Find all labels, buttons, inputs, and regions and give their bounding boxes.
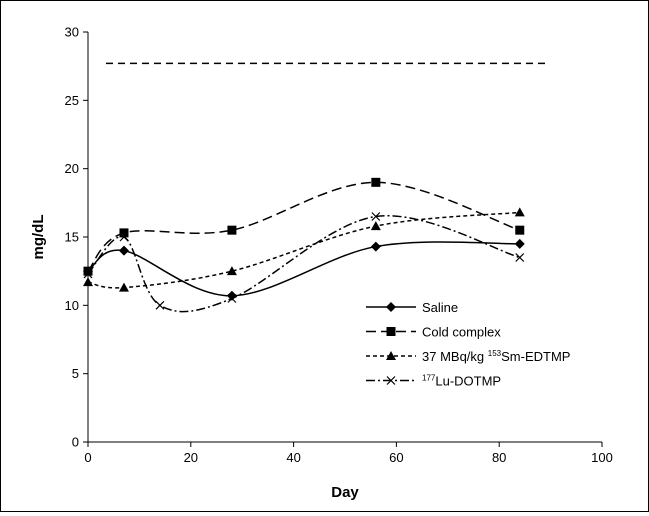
- data-point: [371, 212, 381, 221]
- y-tick-label: 25: [65, 93, 79, 108]
- series-group: [83, 177, 525, 313]
- data-point: [515, 225, 525, 235]
- series-line: [87, 211, 520, 289]
- y-tick-label: 0: [72, 435, 79, 450]
- data-point: [83, 269, 93, 279]
- x-tick-label: 0: [84, 450, 91, 465]
- legend: Saline Cold complex 37 MBq/kg 153Sm-EDTMP 1…: [366, 300, 570, 389]
- series-2: [83, 177, 525, 276]
- data-point: [119, 232, 129, 242]
- x-axis-title: Day: [331, 484, 359, 501]
- x-marker-stroke: [371, 212, 381, 221]
- legend-marker: [386, 302, 396, 312]
- legend-label: 177Lu-DOTMP: [422, 374, 501, 389]
- series-line: [87, 241, 520, 297]
- y-axis-title: mg/dL: [30, 215, 47, 260]
- data-point: [514, 238, 525, 249]
- axes: [87, 32, 602, 443]
- x-tick-label: 20: [184, 450, 198, 465]
- data-point: [515, 253, 525, 262]
- y-tick-label: 5: [72, 366, 79, 381]
- data-point: [118, 282, 129, 292]
- x-marker-stroke: [119, 232, 129, 242]
- series-4: [83, 212, 525, 313]
- data-point: [514, 207, 525, 217]
- data-point: [83, 277, 93, 287]
- x-marker-stroke: [83, 269, 93, 279]
- y-tick-label: 30: [65, 25, 79, 40]
- y-tick-label: 15: [65, 230, 79, 245]
- data-point: [226, 266, 237, 276]
- legend-item: 37 MBq/kg 153Sm-EDTMP: [366, 349, 570, 364]
- legend-marker: [386, 327, 396, 336]
- legend-label: Saline: [422, 300, 458, 315]
- x-marker-stroke: [515, 253, 525, 262]
- data-point: [155, 300, 165, 310]
- data-point: [371, 177, 381, 187]
- data-point: [227, 225, 237, 235]
- legend-label: 37 MBq/kg 153Sm-EDTMP: [422, 349, 570, 364]
- y-tick-label: 10: [65, 298, 79, 313]
- x-tick-label: 100: [591, 450, 613, 465]
- data-point: [119, 228, 129, 238]
- data-point: [227, 294, 237, 303]
- legend-label: Cold complex: [422, 325, 501, 340]
- data-point: [118, 245, 129, 256]
- legend-item: Saline: [366, 300, 458, 315]
- legend-marker: [386, 376, 396, 385]
- x-tick-label: 60: [389, 450, 403, 465]
- x-marker-stroke: [227, 294, 237, 303]
- legend-marker: [386, 351, 396, 360]
- x-marker-stroke: [386, 376, 396, 385]
- legend-item: 177Lu-DOTMP: [366, 374, 501, 389]
- y-tick-label: 20: [65, 161, 79, 176]
- data-point: [83, 266, 93, 276]
- x-marker-stroke: [155, 300, 165, 310]
- series-3: [83, 207, 525, 292]
- legend-item: Cold complex: [366, 325, 501, 340]
- x-tick-label: 40: [286, 450, 300, 465]
- x-tick-label: 80: [492, 450, 506, 465]
- tick-labels: 0 5 10 15 20 25 30 0 20 40 60 80 100: [65, 25, 613, 466]
- series-line: [87, 181, 520, 272]
- data-point: [370, 221, 381, 231]
- data-point: [370, 241, 381, 252]
- data-point: [226, 290, 237, 301]
